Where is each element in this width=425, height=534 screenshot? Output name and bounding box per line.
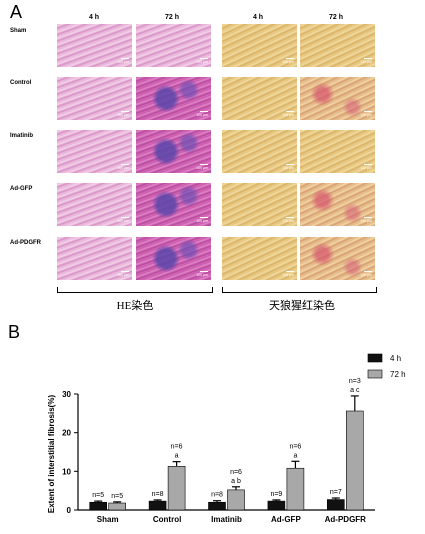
column-header-2: 72 h	[164, 14, 179, 21]
micrograph-control-he-4h: 100 µm	[57, 77, 132, 120]
panel-b-letter: B	[8, 322, 21, 342]
panel-a-letter: A	[10, 2, 23, 22]
annotation-label: n=8	[152, 491, 164, 498]
micrograph-imatinib-sr-72h: 100 µm	[300, 130, 375, 173]
annotation-label: n=8	[211, 492, 223, 499]
micrograph-ad-gfp-he-4h: 100 µm	[57, 183, 132, 226]
x-tick-label: Ad-GFP	[271, 515, 301, 524]
fibrosis-bar-chart: 0 10 20 30 Extent of interstitial fibrosis(%…	[47, 353, 406, 524]
annotation-label: n=6	[289, 443, 301, 450]
bar-ad-gfp-72h	[286, 467, 305, 511]
annotation-label: a c	[350, 387, 360, 394]
column-header-3: 4 h	[252, 14, 264, 21]
legend-swatch	[367, 353, 383, 363]
annotation-label: n=6	[171, 444, 183, 451]
row-label-ad-pdgfr: Ad-PDGFR	[10, 240, 41, 246]
micrograph-control-sr-4h: 100 µm	[222, 77, 297, 120]
y-tick-label: 10	[62, 467, 71, 476]
micrograph-ad-pdgfr-he-4h: 100 µm	[57, 237, 132, 280]
bar-imatinib-4h	[208, 501, 226, 511]
x-tick-label: Control	[153, 515, 181, 524]
bar-imatinib-72h	[227, 489, 245, 511]
bar-sham-4h	[89, 501, 107, 511]
annotation-label: n=3	[349, 378, 361, 385]
bar-ad-pdgfr-4h	[326, 499, 345, 511]
micrograph-ad-gfp-sr-72h: 100 µm	[300, 183, 375, 226]
legend-swatch	[367, 369, 383, 379]
legend-label: 4 h	[390, 354, 401, 363]
row-label-control: Control	[10, 80, 32, 86]
annotation-label: n=7	[330, 489, 342, 496]
annotation-label: a	[175, 453, 179, 460]
column-header-4: 72 h	[328, 14, 343, 21]
bar-control-4h	[148, 500, 167, 511]
annotation-label: n=9	[270, 491, 282, 498]
bar-ad-gfp-4h	[267, 500, 286, 511]
annotation-label: n=5	[111, 493, 123, 500]
micrograph-sham-sr-72h: 100 µm	[300, 24, 375, 67]
x-tick-label: Ad-PDGFR	[325, 515, 367, 524]
y-tick-label: 0	[67, 506, 72, 515]
y-tick-label: 20	[62, 429, 71, 438]
annotation-label: n=6	[230, 469, 242, 476]
row-label-ad-gfp: Ad-GFP	[10, 186, 33, 192]
micrograph-sham-he-72h: 100 µm	[136, 24, 211, 67]
x-tick-label: Imatinib	[211, 515, 242, 524]
sirius-red-stain-label: 天狼猩红染色	[269, 300, 335, 312]
micrograph-sham-sr-4h: 100 µm	[222, 24, 297, 67]
annotation-label: a	[293, 452, 297, 459]
micrograph-imatinib-he-72h: 100 µm	[136, 130, 211, 173]
bar-ad-pdgfr-72h	[345, 410, 364, 511]
micrograph-control-sr-72h: 100 µm	[300, 77, 375, 120]
sirius-red-stain-bracket	[222, 287, 377, 293]
y-axis-label: Extent of interstitial fibrosis(%)	[47, 395, 56, 514]
bar-control-72h	[167, 466, 186, 511]
row-label-imatinib: Imatinib	[10, 133, 34, 139]
he-stain-bracket	[57, 287, 213, 293]
micrograph-sham-he-4h: 100 µm	[57, 24, 132, 67]
y-tick-label: 30	[62, 390, 71, 399]
micrograph-ad-gfp-sr-4h: 100 µm	[222, 183, 297, 226]
annotation-label: a b	[231, 478, 241, 485]
x-tick-label: Sham	[97, 515, 119, 524]
bar-sham-72h	[108, 502, 126, 511]
micrograph-ad-pdgfr-sr-4h: 100 µm	[222, 237, 297, 280]
micrograph-ad-pdgfr-sr-72h: 100 µm	[300, 237, 375, 280]
micrograph-ad-pdgfr-he-72h: 100 µm	[136, 237, 211, 280]
micrograph-ad-gfp-he-72h: 100 µm	[136, 183, 211, 226]
row-label-sham: Sham	[10, 28, 27, 34]
annotation-label: n=5	[92, 492, 104, 499]
legend-label: 72 h	[390, 370, 406, 379]
column-header-1: 4 h	[88, 14, 100, 21]
micrograph-imatinib-sr-4h: 100 µm	[222, 130, 297, 173]
micrograph-imatinib-he-4h: 100 µm	[57, 130, 132, 173]
he-stain-label: HE染色	[116, 300, 154, 312]
micrograph-control-he-72h: 100 µm	[136, 77, 211, 120]
